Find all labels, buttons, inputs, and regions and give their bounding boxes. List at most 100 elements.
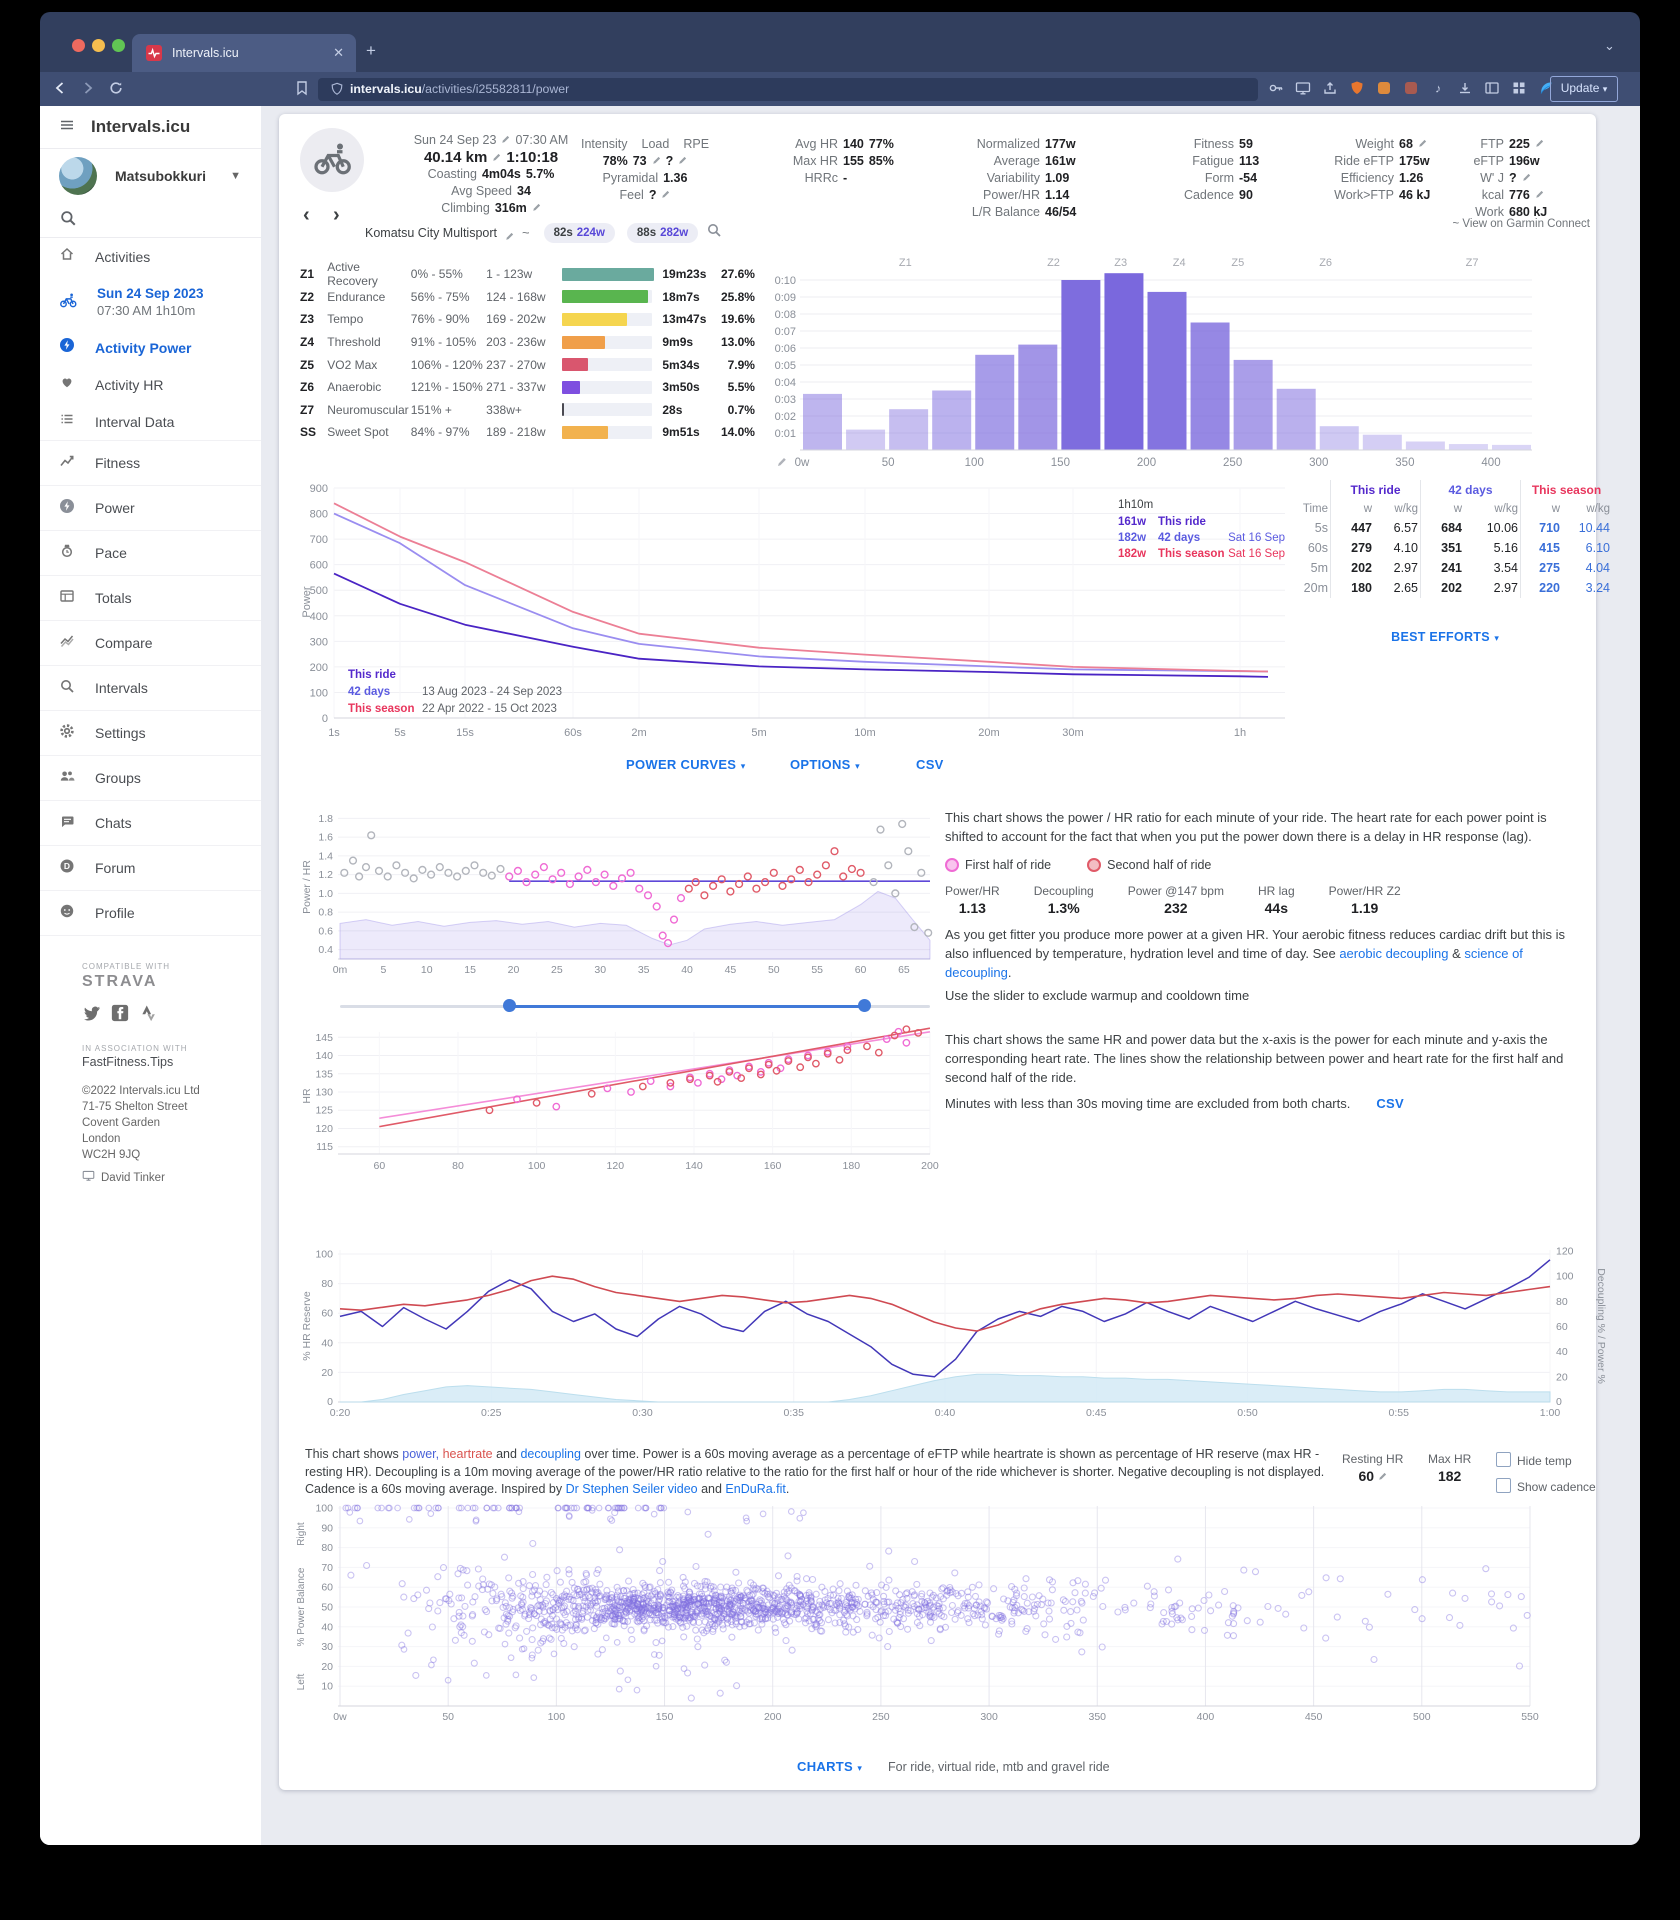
- checkbox-icon[interactable]: [1496, 1452, 1511, 1467]
- sidebar-item-intervals[interactable]: Intervals: [40, 665, 261, 710]
- sidebar-item-activities[interactable]: Activities: [40, 238, 261, 275]
- maximize-window-button[interactable]: [112, 39, 125, 52]
- sidebar-item-settings[interactable]: Settings: [40, 710, 261, 755]
- search-icon[interactable]: [706, 222, 722, 243]
- svg-text:115: 115: [316, 1141, 333, 1153]
- edit-icon[interactable]: [1522, 170, 1531, 181]
- edit-icon[interactable]: [492, 150, 501, 161]
- tab-list-chevron-icon[interactable]: ⌄: [1604, 38, 1615, 53]
- forward-icon[interactable]: [80, 80, 96, 101]
- menu-icon[interactable]: [59, 117, 75, 138]
- text-link[interactable]: power,: [402, 1447, 440, 1461]
- sidebar-item-profile[interactable]: Profile: [40, 890, 261, 935]
- sidebar-item-power[interactable]: Power: [40, 485, 261, 530]
- checkbox-hide-temp[interactable]: Hide temp: [1496, 1452, 1596, 1470]
- next-activity-button[interactable]: ›: [333, 204, 340, 226]
- text-link[interactable]: science of decoupling: [945, 946, 1523, 980]
- sidebar-item-activity-hr[interactable]: Activity HR: [40, 366, 261, 403]
- sidebar-item-pace[interactable]: Pace: [40, 530, 261, 575]
- tab-close-icon[interactable]: ✕: [333, 45, 344, 60]
- key-icon[interactable]: [1268, 80, 1284, 101]
- charts-dropdown[interactable]: CHARTS ▾: [797, 1759, 862, 1774]
- text-link[interactable]: Dr Stephen Seiler video: [565, 1482, 698, 1496]
- svg-text:0:45: 0:45: [1086, 1407, 1107, 1419]
- back-icon[interactable]: [52, 80, 68, 101]
- shield-icon[interactable]: [1349, 80, 1365, 101]
- extension-icon[interactable]: [1403, 80, 1419, 101]
- best-efforts-toggle[interactable]: BEST EFFORTS ▾: [1391, 630, 1499, 644]
- ride-entry-text: Sun 24 Sep 2023 07:30 AM 1h10m: [97, 286, 204, 318]
- sidebar-icon[interactable]: [1484, 80, 1500, 101]
- options-dropdown[interactable]: OPTIONS ▾: [790, 757, 860, 772]
- minimize-window-button[interactable]: [92, 39, 105, 52]
- stat-line: Fatigue 113: [1192, 154, 1260, 168]
- heart-icon: [59, 374, 75, 395]
- update-browser-button[interactable]: Update ▾: [1550, 76, 1618, 102]
- resting-hr-field[interactable]: Resting HR 60: [1342, 1452, 1404, 1484]
- facebook-icon[interactable]: [110, 1003, 130, 1028]
- slider-handle-start[interactable]: [502, 999, 516, 1012]
- edit-icon[interactable]: [1378, 1468, 1387, 1480]
- extension-icon[interactable]: [1376, 80, 1392, 101]
- share-icon[interactable]: [1322, 80, 1338, 101]
- edit-icon[interactable]: [501, 132, 510, 143]
- text-link[interactable]: aerobic decoupling: [1339, 946, 1449, 961]
- text-link[interactable]: decoupling: [520, 1447, 581, 1461]
- sidebar-item-fitness[interactable]: Fitness: [40, 440, 261, 485]
- text-link[interactable]: EnDuRa.fit: [725, 1482, 786, 1496]
- edit-icon[interactable]: [1535, 187, 1544, 198]
- url-bar[interactable]: intervals.icu/activities/i25582811/power: [318, 78, 1258, 101]
- checkbox-show-cadence[interactable]: Show cadence: [1496, 1478, 1596, 1496]
- fastfitness-link[interactable]: FastFitness.Tips: [82, 1055, 174, 1069]
- effort-pill[interactable]: 82s 224w: [543, 222, 615, 243]
- display-icon[interactable]: [1295, 80, 1311, 101]
- checkbox-icon[interactable]: [1496, 1478, 1511, 1493]
- garmin-connect-link[interactable]: ~ View on Garmin Connect: [1452, 218, 1590, 230]
- csv-link[interactable]: CSV: [916, 757, 944, 772]
- zone-range-watts: 124 - 168w: [486, 289, 546, 304]
- bookmark-icon[interactable]: [294, 80, 310, 101]
- reload-icon[interactable]: [108, 80, 124, 101]
- twitter-icon[interactable]: [82, 1003, 102, 1028]
- search-icon[interactable]: [59, 209, 77, 232]
- edit-icon[interactable]: [505, 228, 514, 240]
- sidebar-item-compare[interactable]: Compare: [40, 620, 261, 665]
- site-security-icon[interactable]: [330, 82, 344, 101]
- sidebar-item-activity-power[interactable]: Activity Power: [40, 329, 261, 366]
- music-icon[interactable]: ♪: [1430, 80, 1446, 101]
- sidebar-item-chats[interactable]: Chats: [40, 800, 261, 845]
- slider-handle-end[interactable]: [858, 999, 872, 1012]
- activity-name[interactable]: Komatsu City Multisport: [365, 225, 497, 240]
- grid-icon[interactable]: [1511, 80, 1527, 101]
- close-window-button[interactable]: [72, 39, 85, 52]
- edit-icon[interactable]: [532, 200, 541, 211]
- sidebar-item-interval-data[interactable]: Interval Data: [40, 403, 261, 440]
- edit-icon[interactable]: [652, 153, 661, 164]
- sidebar-item-forum[interactable]: D Forum: [40, 845, 261, 890]
- download-icon[interactable]: [1457, 80, 1473, 101]
- power-curves-dropdown[interactable]: POWER CURVES ▾: [626, 757, 746, 772]
- sidebar-item-ride[interactable]: Sun 24 Sep 2023 07:30 AM 1h10m: [40, 275, 261, 329]
- sport-avatar[interactable]: [300, 128, 364, 192]
- browser-tab[interactable]: Intervals.icu ✕: [132, 34, 356, 72]
- avatar[interactable]: [59, 157, 97, 195]
- warmup-slider[interactable]: [340, 999, 930, 1014]
- edit-icon[interactable]: [1418, 136, 1427, 147]
- edit-icon[interactable]: [661, 187, 670, 198]
- effort-pill[interactable]: 88s 282w: [626, 222, 699, 243]
- best-efforts-table: This ride 42 days This season Time w w/kg w w/k…: [1294, 480, 1612, 598]
- sidebar-search[interactable]: [40, 203, 261, 238]
- edit-icon[interactable]: [1535, 136, 1544, 147]
- text-link[interactable]: heartrate: [442, 1447, 493, 1461]
- chevron-down-icon[interactable]: ▼: [230, 170, 241, 182]
- edit-icon[interactable]: [678, 153, 687, 164]
- new-tab-button[interactable]: +: [366, 41, 376, 60]
- gear-icon: [59, 723, 75, 744]
- sidebar-item-totals[interactable]: Totals: [40, 575, 261, 620]
- strava-icon[interactable]: [138, 1003, 158, 1028]
- csv-link[interactable]: CSV: [1376, 1096, 1404, 1111]
- power-balance-chart: 10 20 30 40 50 60 70 80 90 100 0w 50 100 150 200 250 300…: [296, 1503, 1539, 1724]
- user-menu[interactable]: Matsubokkuri ▼: [40, 149, 261, 203]
- prev-activity-button[interactable]: ‹: [303, 204, 310, 226]
- sidebar-item-groups[interactable]: Groups: [40, 755, 261, 800]
